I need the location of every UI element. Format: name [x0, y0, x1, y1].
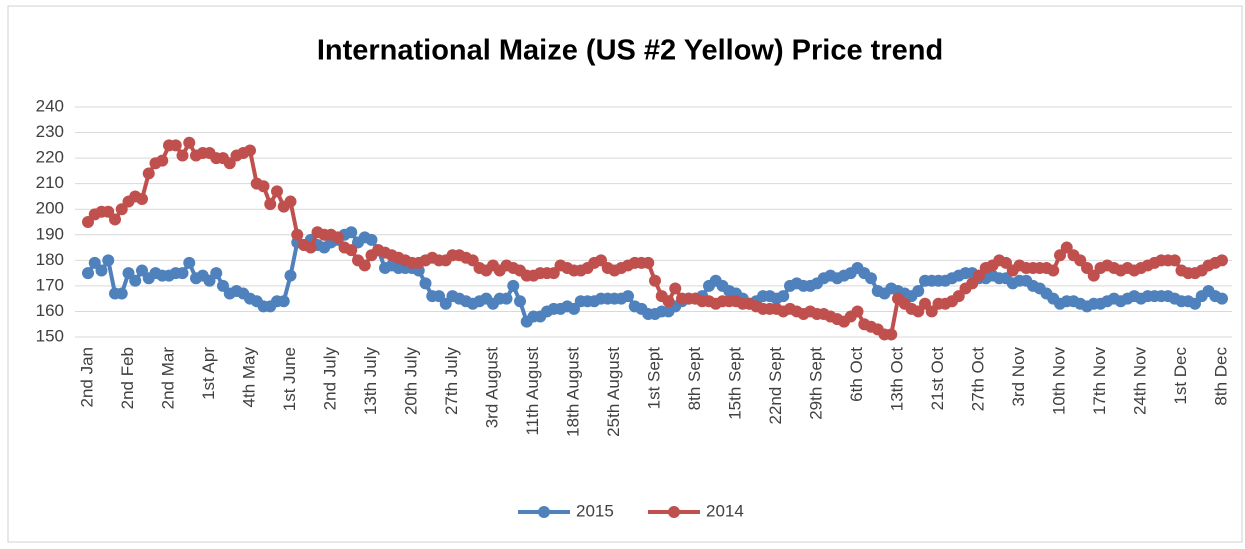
data-point	[419, 277, 432, 290]
data-point	[129, 274, 142, 287]
y-tick-label: 210	[36, 173, 64, 192]
data-point	[865, 272, 877, 285]
data-point	[885, 328, 898, 341]
data-point	[277, 295, 290, 308]
data-point	[358, 259, 371, 272]
x-tick-label: 13th Oct	[887, 347, 906, 412]
data-point	[1047, 264, 1060, 277]
x-tick-label: 22nd Sept	[766, 347, 785, 425]
data-point	[176, 149, 189, 162]
legend-label: 2014	[706, 501, 744, 520]
legend-marker	[668, 506, 680, 518]
data-point	[109, 213, 121, 226]
x-tick-label: 2nd Jan	[77, 347, 96, 408]
data-point	[95, 264, 108, 277]
data-point	[176, 267, 189, 280]
data-point	[304, 241, 317, 254]
legend-item: 2015	[518, 501, 614, 520]
x-tick-label: 1st June	[280, 347, 299, 411]
data-point	[284, 269, 297, 282]
x-tick-label: 1st Apr	[199, 347, 218, 400]
x-tick-label: 11th August	[523, 347, 542, 436]
y-tick-label: 200	[36, 199, 64, 218]
data-point	[622, 290, 634, 303]
x-tick-label: 3rd August	[482, 347, 501, 429]
x-tick-label: 8th Sept	[685, 347, 704, 411]
x-tick-label: 4th May	[239, 347, 258, 408]
data-point	[210, 267, 223, 280]
y-tick-label: 150	[36, 326, 64, 345]
x-tick-label: 27th July	[442, 347, 461, 416]
x-tick-label: 6th Oct	[847, 347, 866, 402]
data-point	[142, 167, 155, 180]
x-tick-label: 10th Nov	[1049, 347, 1068, 416]
x-tick-label: 24th Nov	[1130, 347, 1149, 416]
data-point	[1168, 254, 1181, 267]
data-point	[912, 285, 925, 297]
data-point	[507, 279, 520, 292]
data-point	[365, 233, 378, 246]
data-point	[331, 231, 344, 244]
x-tick-label: 20th July	[401, 347, 420, 416]
data-point	[136, 193, 148, 205]
chart-title: International Maize (US #2 Yellow) Price…	[317, 35, 943, 67]
x-tick-label: 1st Dec	[1171, 347, 1190, 405]
data-point	[500, 292, 513, 305]
data-point	[851, 305, 864, 318]
x-tick-label: 2nd Feb	[118, 347, 137, 409]
data-point	[264, 198, 277, 211]
y-tick-label: 180	[36, 250, 64, 269]
legend-label: 2015	[576, 501, 614, 520]
x-tick-label: 18th August	[563, 347, 582, 437]
y-tick-label: 220	[36, 148, 64, 167]
x-tick-label: 8th Dec	[1211, 347, 1230, 406]
data-point	[642, 256, 655, 269]
data-point	[82, 267, 94, 280]
x-tick-label: 21st Oct	[928, 347, 947, 411]
y-tick-label: 230	[36, 122, 64, 141]
data-point	[649, 274, 661, 287]
data-point	[1216, 254, 1228, 267]
data-point	[257, 180, 270, 193]
y-tick-label: 160	[36, 301, 64, 320]
data-point	[514, 295, 526, 308]
data-point	[183, 256, 196, 269]
x-tick-label: 25th August	[604, 347, 623, 437]
x-tick-label: 27th Oct	[968, 347, 987, 412]
data-point	[345, 226, 358, 239]
x-tick-label: 3rd Nov	[1009, 347, 1028, 407]
x-tick-label: 13th July	[361, 347, 380, 416]
data-point	[345, 244, 358, 257]
data-point	[102, 254, 115, 267]
y-tick-label: 240	[36, 96, 64, 115]
data-point	[169, 139, 182, 152]
data-point	[156, 154, 169, 167]
y-tick-label: 190	[36, 224, 64, 243]
data-point	[271, 185, 283, 198]
x-tick-label: 1st Sept	[644, 347, 663, 410]
x-tick-label: 15th Sept	[725, 347, 744, 420]
legend-marker	[538, 506, 550, 518]
legend-item: 2014	[648, 501, 744, 520]
data-point	[183, 136, 196, 149]
x-tick-label: 29th Sept	[806, 347, 825, 420]
data-point	[662, 295, 675, 308]
data-point	[291, 228, 304, 241]
x-tick-label: 17th Nov	[1090, 347, 1109, 416]
data-point	[777, 290, 790, 303]
x-tick-label: 2nd July	[320, 347, 339, 411]
data-point	[244, 144, 256, 157]
data-point	[669, 282, 682, 295]
y-tick-label: 170	[36, 275, 64, 294]
data-point	[284, 195, 297, 208]
data-point	[115, 287, 128, 300]
x-tick-label: 2nd Mar	[158, 347, 177, 410]
data-point	[1216, 292, 1228, 305]
